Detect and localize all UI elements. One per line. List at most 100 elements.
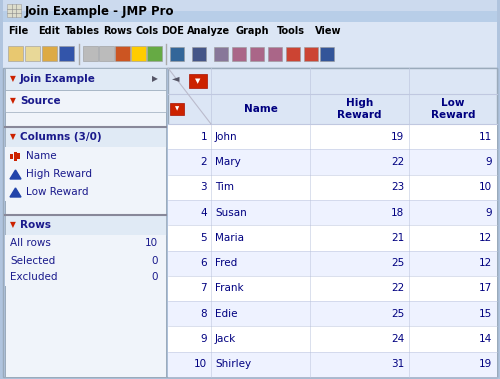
Bar: [168, 175, 497, 200]
Bar: [304, 47, 318, 61]
Text: 22: 22: [391, 157, 404, 167]
Bar: [168, 200, 497, 225]
Text: Analyze: Analyze: [187, 26, 230, 36]
Bar: [168, 301, 497, 326]
Bar: [5, 269, 166, 286]
Text: High
Reward: High Reward: [337, 98, 382, 120]
Text: Susan: Susan: [215, 208, 247, 218]
Text: ▼: ▼: [10, 97, 16, 105]
Text: High Reward: High Reward: [26, 169, 92, 179]
Text: 25: 25: [391, 258, 404, 268]
Text: 23: 23: [391, 182, 404, 192]
Text: 11: 11: [479, 132, 492, 142]
Text: 19: 19: [391, 132, 404, 142]
Text: 9: 9: [486, 157, 492, 167]
Text: Graph: Graph: [235, 26, 268, 36]
Text: Rows: Rows: [20, 220, 51, 230]
Bar: [42, 46, 57, 61]
Text: File: File: [8, 26, 28, 36]
Text: 15: 15: [479, 309, 492, 319]
Text: 24: 24: [391, 334, 404, 344]
Text: 12: 12: [479, 233, 492, 243]
Bar: [5, 252, 166, 269]
Bar: [168, 68, 497, 377]
Bar: [170, 103, 184, 115]
Text: Shirley: Shirley: [215, 359, 251, 370]
Bar: [232, 47, 246, 61]
Text: Mary: Mary: [215, 157, 241, 167]
Text: DOE: DOE: [161, 26, 184, 36]
Bar: [168, 124, 497, 149]
Bar: [168, 251, 497, 276]
Text: Rows: Rows: [103, 26, 132, 36]
Text: Tables: Tables: [65, 26, 100, 36]
Bar: [83, 46, 98, 61]
Bar: [115, 46, 130, 61]
Text: 6: 6: [200, 258, 207, 268]
Bar: [5, 215, 166, 235]
Text: 2: 2: [200, 157, 207, 167]
Text: 9: 9: [486, 208, 492, 218]
Text: 0: 0: [152, 273, 158, 282]
Text: 10: 10: [479, 182, 492, 192]
Bar: [3, 22, 497, 40]
Bar: [131, 46, 146, 61]
Text: Edie: Edie: [215, 309, 238, 319]
Bar: [5, 68, 166, 90]
Text: Name: Name: [244, 104, 278, 114]
Bar: [59, 46, 74, 61]
Bar: [250, 47, 264, 61]
Bar: [286, 47, 300, 61]
Text: ▶: ▶: [152, 75, 158, 83]
Text: John: John: [215, 132, 238, 142]
Bar: [5, 68, 166, 377]
Text: 12: 12: [479, 258, 492, 268]
Polygon shape: [10, 170, 21, 179]
Text: 19: 19: [479, 359, 492, 370]
Bar: [168, 68, 497, 94]
Text: Frank: Frank: [215, 283, 244, 293]
Text: 18: 18: [391, 208, 404, 218]
Bar: [25, 46, 40, 61]
Polygon shape: [10, 188, 21, 197]
Text: 5: 5: [200, 233, 207, 243]
Bar: [168, 225, 497, 251]
Text: Source: Source: [20, 96, 60, 106]
Bar: [3, 0, 497, 11]
Bar: [5, 90, 166, 112]
Bar: [5, 147, 166, 165]
Bar: [99, 46, 114, 61]
Text: Low Reward: Low Reward: [26, 187, 88, 197]
Text: ▼: ▼: [10, 221, 16, 230]
Bar: [8, 46, 23, 61]
Bar: [168, 149, 497, 175]
Bar: [168, 276, 497, 301]
Bar: [192, 47, 206, 61]
Bar: [5, 127, 166, 147]
Bar: [320, 47, 334, 61]
Text: ▼: ▼: [10, 75, 16, 83]
Text: 3: 3: [200, 182, 207, 192]
Text: Selected: Selected: [10, 255, 55, 266]
Text: 7: 7: [200, 283, 207, 293]
Bar: [10, 153, 13, 158]
Text: Join Example: Join Example: [20, 74, 96, 84]
Text: View: View: [315, 26, 342, 36]
Text: Excluded: Excluded: [10, 273, 58, 282]
Text: Cols: Cols: [135, 26, 158, 36]
Bar: [168, 94, 497, 124]
Bar: [268, 47, 282, 61]
Bar: [7, 4, 21, 17]
Text: 10: 10: [194, 359, 207, 370]
Text: Jack: Jack: [215, 334, 236, 344]
Bar: [168, 68, 497, 377]
Bar: [3, 40, 497, 68]
Text: All rows: All rows: [10, 238, 51, 249]
Bar: [17, 153, 20, 159]
Text: Join Example - JMP Pro: Join Example - JMP Pro: [25, 5, 174, 17]
Text: 8: 8: [200, 309, 207, 319]
Text: 22: 22: [391, 283, 404, 293]
Text: 10: 10: [145, 238, 158, 249]
Text: 0: 0: [152, 255, 158, 266]
Text: ▼: ▼: [196, 78, 200, 84]
